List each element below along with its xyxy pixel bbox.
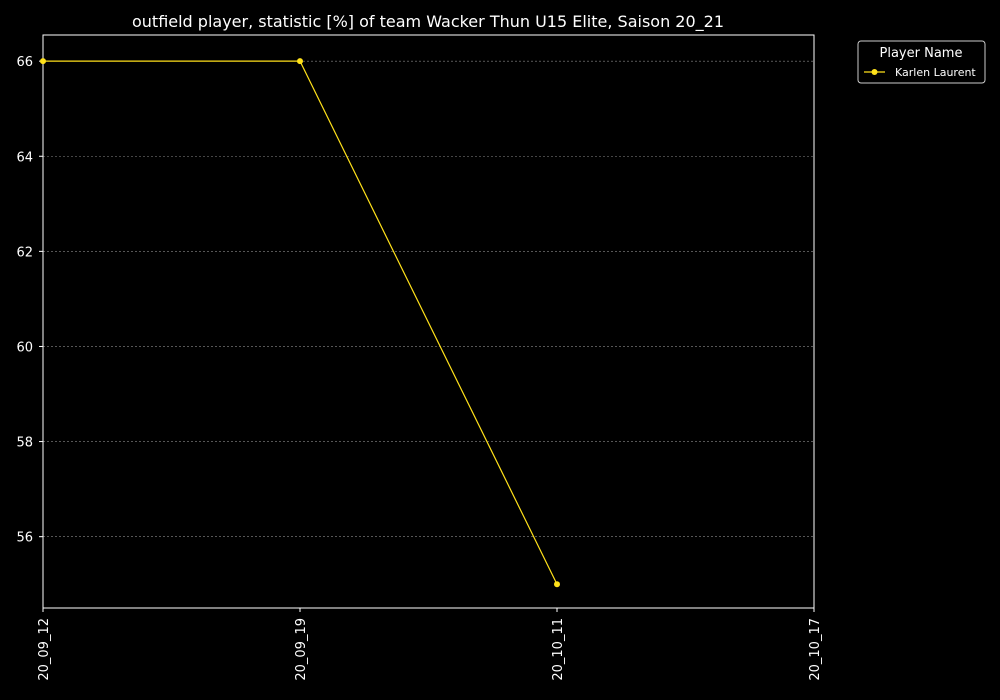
- data-point: [554, 581, 560, 588]
- data-point: [297, 58, 303, 65]
- y-tick-label: 56: [16, 531, 33, 546]
- x-tick-label: 20_10_17: [808, 618, 823, 681]
- y-tick-label: 64: [16, 150, 33, 165]
- series-group: [40, 58, 560, 588]
- legend: Player Name Karlen Laurent: [857, 40, 986, 84]
- chart-title: outfield player, statistic [%] of team W…: [132, 12, 724, 32]
- legend-series-marker: [871, 69, 878, 75]
- y-tick-label: 62: [16, 245, 33, 260]
- legend-series-label: Karlen Laurent: [895, 66, 976, 79]
- y-axis: 56 58 60 62 64 66: [16, 55, 43, 546]
- x-tick-label: 20_09_19: [294, 618, 309, 681]
- x-tick-label: 20_10_11: [551, 618, 566, 681]
- y-tick-label: 60: [16, 340, 33, 355]
- data-point: [40, 58, 46, 65]
- x-axis: 20_09_12 20_09_19 20_10_11 20_10_17: [37, 608, 823, 681]
- x-tick-label: 20_09_12: [37, 618, 52, 681]
- y-tick-label: 58: [16, 436, 33, 451]
- grid-lines: [43, 60, 814, 537]
- legend-title: Player Name: [880, 46, 963, 61]
- y-tick-label: 66: [16, 55, 33, 70]
- plot-area: [42, 34, 815, 609]
- legend-box: [857, 40, 986, 84]
- series-line: [43, 60, 558, 585]
